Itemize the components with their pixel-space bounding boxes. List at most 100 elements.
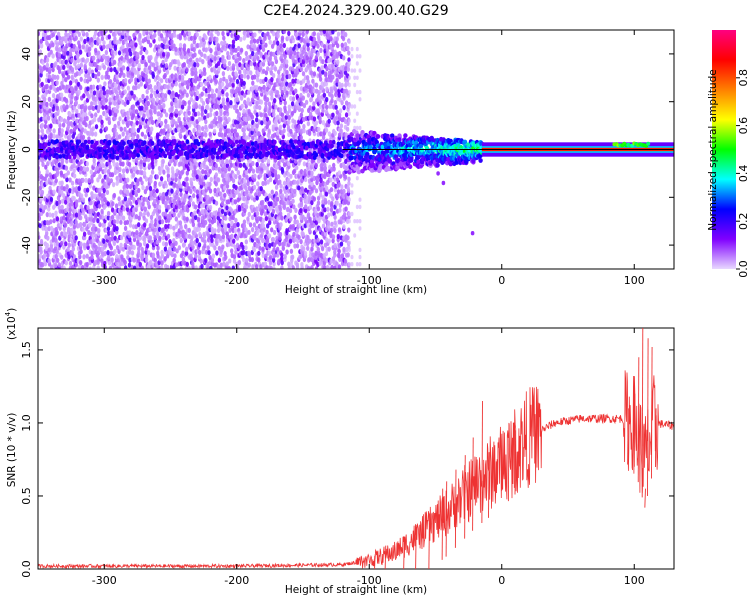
- spectrogram-cell: [110, 172, 115, 178]
- spectrogram-cell: [96, 265, 100, 269]
- spectrogram-cell: [272, 229, 277, 236]
- spectrogram-cell: [178, 33, 182, 39]
- spectrogram-cell: [94, 47, 98, 53]
- spectrogram-cell: [66, 74, 71, 80]
- spectrogram-cell: [153, 85, 157, 91]
- spectrogram-cell: [221, 54, 225, 61]
- spectrogram-cell: [38, 185, 43, 191]
- spectrogram-cell: [302, 246, 306, 252]
- spectrogram-cell: [55, 80, 59, 86]
- spectrogram-cell: [193, 169, 198, 175]
- spectrogram-cell: [64, 77, 68, 83]
- spectrogram-cell: [60, 254, 64, 260]
- spectrogram-cell: [227, 166, 231, 172]
- spectrogram-cell: [192, 47, 196, 53]
- spectrogram-cell: [157, 44, 161, 50]
- spectrogram-cell: [257, 250, 261, 256]
- spectrogram-cell: [197, 254, 201, 260]
- spectrogram-cell: [149, 30, 153, 35]
- spectrogram-cell: [267, 128, 271, 134]
- spectrogram-cell: [56, 74, 60, 80]
- spectrogram-cell: [104, 112, 109, 119]
- spectrogram-cell: [195, 95, 199, 101]
- spectrogram-cell: [81, 197, 86, 203]
- spectrogram-cell: [119, 211, 124, 217]
- spectrogram-cell: [193, 230, 197, 236]
- spectrogram-cell: [38, 31, 41, 37]
- spectrogram-cell: [199, 136, 204, 142]
- spectrogram-cell: [172, 43, 176, 49]
- spectrogram-cell: [268, 193, 272, 199]
- spectrogram-cell: [196, 111, 201, 117]
- spectrogram-cell: [221, 159, 225, 165]
- spectrogram-cell: [184, 112, 189, 118]
- spectrogram-cell: [137, 250, 141, 256]
- spectrogram-cell: [198, 231, 202, 237]
- spectrogram-cell: [253, 173, 257, 179]
- spectrogram-cell: [190, 43, 194, 49]
- spectrogram-cell: [233, 199, 238, 205]
- spectrogram-cell: [126, 177, 130, 183]
- spectrogram-cell: [212, 214, 216, 220]
- spectrogram-cell: [306, 121, 311, 127]
- spectrogram-cell: [74, 46, 79, 52]
- spectrogram-cell: [174, 112, 179, 118]
- spectrogram-cell: [204, 124, 208, 130]
- spectrogram-cell: [178, 74, 182, 80]
- spectrogram-cell: [112, 219, 117, 225]
- spectrogram-cell: [244, 245, 248, 251]
- spectrogram-cell: [70, 57, 74, 63]
- spectrogram-cell: [134, 85, 138, 91]
- spectrogram-cell: [180, 161, 185, 167]
- spectrogram-cell: [294, 207, 298, 213]
- spectrogram-cell: [265, 54, 269, 60]
- spectrogram-cell: [57, 66, 61, 72]
- spectrogram-cell: [72, 163, 76, 169]
- spectrogram-cell: [136, 134, 140, 140]
- spectrogram-cell: [92, 185, 96, 191]
- spectrogram-cell: [134, 189, 138, 195]
- spectrogram-cell: [134, 109, 139, 115]
- spectrogram-cell: [116, 120, 121, 126]
- spectrogram-cell: [98, 39, 102, 45]
- spectrogram-cell: [202, 231, 206, 237]
- spectrogram-cell: [160, 85, 164, 91]
- spectrogram-cell: [209, 176, 213, 183]
- spectrogram-cell: [200, 71, 204, 77]
- spectrogram-cell: [173, 32, 177, 38]
- spectrogram-cell: [289, 46, 293, 52]
- spectrogram-cell: [178, 132, 182, 138]
- spectrogram-cell: [43, 123, 48, 129]
- spectrogram-cell: [191, 244, 195, 250]
- spectrogram-cell: [204, 35, 208, 41]
- spectrogram-cell: [134, 42, 138, 48]
- spectrogram-cell: [74, 124, 79, 130]
- spectrogram-cell: [55, 42, 59, 48]
- spectrogram-cell: [38, 65, 42, 71]
- spectrogram-cell: [148, 235, 153, 241]
- spectrogram-cell: [187, 31, 192, 37]
- spectrogram-cell: [230, 127, 234, 134]
- spectrogram-cell: [51, 53, 55, 59]
- spectrogram-cell: [250, 97, 255, 103]
- spectrogram-cell: [159, 120, 164, 127]
- spectrogram-cell: [219, 191, 223, 197]
- spectrogram-cell: [290, 254, 295, 260]
- spectrogram-cell: [226, 65, 230, 72]
- spectrogram-cell: [57, 127, 62, 133]
- spectrogram-cell: [185, 54, 189, 60]
- spectrogram-cell: [242, 249, 246, 255]
- spectrogram-cell: [194, 214, 198, 221]
- spectrogram-cell: [123, 265, 128, 269]
- spectrogram-cell: [45, 230, 49, 236]
- spectrogram-cell: [103, 250, 107, 257]
- spectrogram-cell: [209, 265, 213, 269]
- spectrogram-cell: [239, 241, 244, 248]
- spectrogram-cell: [169, 224, 173, 230]
- spectrogram-cell: [100, 258, 104, 264]
- spectrogram-cell: [163, 93, 168, 99]
- spectrogram-cell: [115, 162, 119, 168]
- spectrogram-cell: [125, 183, 130, 189]
- spectrogram-cell: [61, 76, 66, 83]
- spectrogram-cell: [56, 31, 61, 37]
